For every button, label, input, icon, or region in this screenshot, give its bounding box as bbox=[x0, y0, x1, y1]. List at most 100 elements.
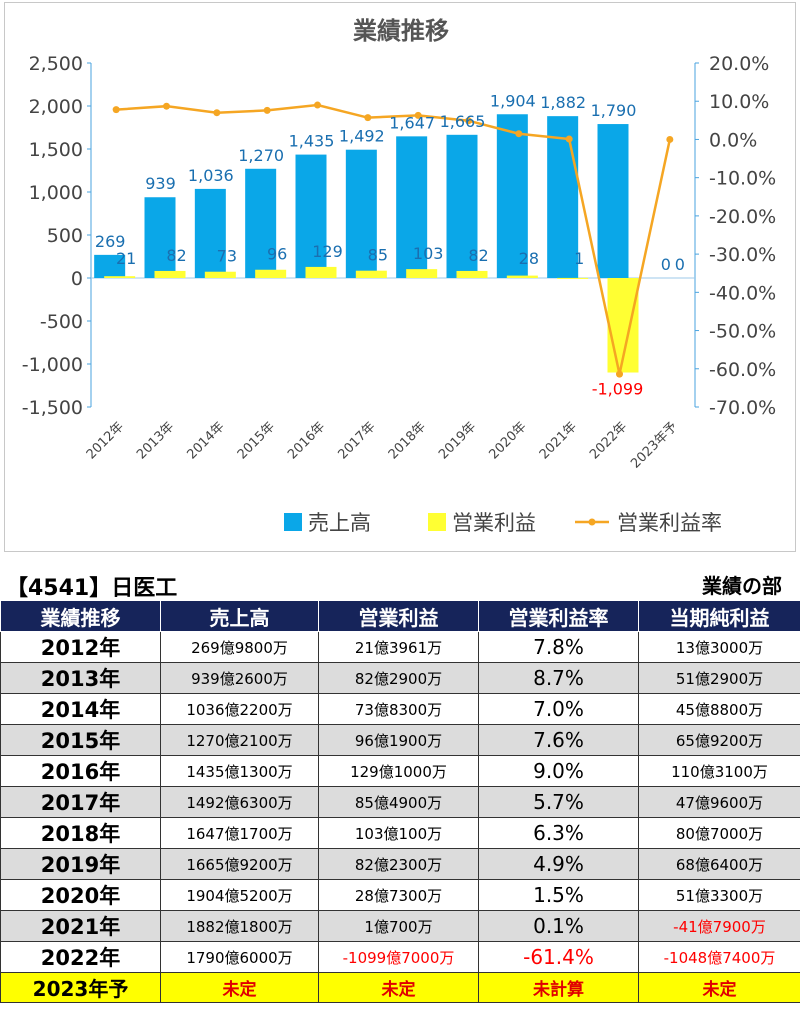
cell-year: 2019年 bbox=[0, 848, 161, 880]
operating-profit-data-label: 82 bbox=[166, 246, 186, 265]
cell-net-income: 51億3300万 bbox=[638, 879, 800, 911]
cell-revenue: 1665億9200万 bbox=[160, 848, 319, 880]
cell-operating-profit: 103億100万 bbox=[318, 817, 479, 849]
table-row: 2015年 1270億2100万 96億1900万 7.6% 65億9200万 bbox=[0, 724, 800, 756]
revenue-bar bbox=[194, 188, 226, 278]
operating-profit-data-label: 96 bbox=[267, 245, 287, 264]
cell-operating-margin: 9.0% bbox=[478, 755, 639, 787]
chart-title: 業績推移 bbox=[353, 17, 449, 45]
right-tick-label: -50.0% bbox=[709, 321, 776, 343]
table-row: 2013年 939億2600万 82億2900万 8.7% 51億2900万 bbox=[0, 662, 800, 694]
revenue-data-label: 1,036 bbox=[188, 166, 234, 185]
table-row: 2018年 1647億1700万 103億100万 6.3% 80億7000万 bbox=[0, 817, 800, 849]
table-row: 2017年 1492億6300万 85億4900万 5.7% 47億9600万 bbox=[0, 786, 800, 818]
cell-year: 2012年 bbox=[0, 631, 161, 663]
cell-operating-profit: 129億1000万 bbox=[318, 755, 479, 787]
cell-year: 2020年 bbox=[0, 879, 161, 911]
cell-revenue: 未定 bbox=[160, 972, 319, 1003]
cell-revenue: 1435億1300万 bbox=[160, 755, 319, 787]
revenue-bar bbox=[245, 168, 277, 278]
revenue-data-label: 1,665 bbox=[440, 112, 486, 131]
revenue-data-label: 269 bbox=[95, 232, 126, 251]
left-tick-label: 0 bbox=[71, 268, 83, 290]
header-net-income: 当期純利益 bbox=[638, 600, 800, 632]
table-row: 2016年 1435億1300万 129億1000万 9.0% 110億3100万 bbox=[0, 755, 800, 787]
revenue-bar bbox=[446, 134, 478, 278]
right-tick-label: -70.0% bbox=[709, 397, 776, 419]
header-operating-margin: 営業利益率 bbox=[478, 600, 639, 632]
operating-profit-bar bbox=[456, 270, 488, 278]
cell-operating-margin: 7.6% bbox=[478, 724, 639, 756]
header-operating-profit: 営業利益 bbox=[318, 600, 479, 632]
cell-year: 2022年 bbox=[0, 941, 161, 973]
operating-profit-data-label: 82 bbox=[468, 246, 488, 265]
legend-operating-margin-label: 営業利益率 bbox=[617, 511, 722, 535]
operating-profit-bar bbox=[104, 276, 136, 278]
operating-profit-bar bbox=[557, 277, 589, 279]
category-label: 2017年 bbox=[335, 419, 378, 462]
cell-net-income: -41億7900万 bbox=[638, 910, 800, 942]
right-tick-label: -10.0% bbox=[709, 168, 776, 190]
cell-year: 2021年 bbox=[0, 910, 161, 942]
cell-net-income: 65億9200万 bbox=[638, 724, 800, 756]
left-tick-label: 2,000 bbox=[29, 96, 83, 118]
operating-margin-point bbox=[666, 135, 674, 143]
operating-profit-data-label: 73 bbox=[217, 247, 237, 266]
cell-operating-profit: 28億7300万 bbox=[318, 879, 479, 911]
cell-operating-profit: 96億1900万 bbox=[318, 724, 479, 756]
left-tick-label: -1,500 bbox=[22, 397, 83, 419]
category-label: 2020年 bbox=[486, 419, 529, 462]
left-tick-label: -1,000 bbox=[22, 354, 83, 376]
category-label: 2021年 bbox=[537, 419, 580, 462]
cell-net-income: 未定 bbox=[638, 972, 800, 1003]
right-tick-label: 0.0% bbox=[709, 129, 757, 151]
operating-profit-bar bbox=[355, 270, 387, 278]
category-label: 2023年予 bbox=[628, 419, 680, 471]
right-tick-label: -60.0% bbox=[709, 359, 776, 381]
operating-profit-bar bbox=[204, 271, 236, 278]
left-tick-label: 2,500 bbox=[29, 53, 83, 75]
cell-net-income: 110億3100万 bbox=[638, 755, 800, 787]
category-label: 2012年 bbox=[84, 419, 127, 462]
performance-chart: 業績推移 2,500 2,000 1,500 1,000 500 0 -500 -1,000 -1… bbox=[22, 17, 776, 535]
left-tick-label: -500 bbox=[40, 311, 83, 333]
right-tick-label: -20.0% bbox=[709, 206, 776, 228]
operating-profit-bar bbox=[255, 269, 287, 278]
cell-net-income: 45億8800万 bbox=[638, 693, 800, 725]
legend-revenue-swatch bbox=[284, 513, 302, 531]
cell-operating-margin: 4.9% bbox=[478, 848, 639, 880]
operating-margin-point bbox=[565, 135, 573, 143]
operating-margin-point bbox=[213, 109, 221, 117]
operating-margin-line bbox=[116, 103, 672, 375]
category-label: 2019年 bbox=[436, 419, 479, 462]
operating-profit-data-label: 21 bbox=[116, 249, 136, 268]
operating-margin-point bbox=[364, 114, 372, 122]
cell-revenue: 269億9800万 bbox=[160, 631, 319, 663]
operating-profit-bar bbox=[305, 266, 337, 278]
category-label: 2015年 bbox=[235, 419, 278, 462]
table-row: 2014年 1036億2200万 73億8300万 7.0% 45億8800万 bbox=[0, 693, 800, 725]
right-tick-label: -40.0% bbox=[709, 282, 776, 304]
revenue-data-label: 1,790 bbox=[591, 101, 637, 120]
table-row: 2019年 1665億9200万 82億2300万 4.9% 68億6400万 bbox=[0, 848, 800, 880]
header-revenue: 売上高 bbox=[160, 600, 319, 632]
operating-profit-data-label: 1 bbox=[574, 249, 584, 268]
operating-profit-data-label: 85 bbox=[368, 246, 388, 265]
operating-profit-data-label: -1,099 bbox=[592, 380, 644, 399]
cell-operating-profit: 未定 bbox=[318, 972, 479, 1003]
results-table: 業績推移 売上高 営業利益 営業利益率 当期純利益 2012年 269億9800万… bbox=[0, 600, 800, 1003]
cell-operating-profit: 73億8300万 bbox=[318, 693, 479, 725]
operating-profit-data-label: 103 bbox=[413, 244, 444, 263]
revenue-data-label: 1,492 bbox=[339, 127, 385, 146]
revenue-data-label: 1,882 bbox=[540, 93, 586, 112]
table-row: 2022年 1790億6000万 -1099億7000万 -61.4% -1048億74… bbox=[0, 941, 800, 973]
revenue-data-label: 1,904 bbox=[490, 91, 536, 110]
cell-revenue: 1270億2100万 bbox=[160, 724, 319, 756]
right-tick-label: -30.0% bbox=[709, 244, 776, 266]
operating-margin-point bbox=[163, 102, 170, 110]
table-header-row: 業績推移 売上高 営業利益 営業利益率 当期純利益 bbox=[0, 600, 800, 632]
revenue-data-label: 1,647 bbox=[389, 113, 435, 132]
cell-revenue: 1647億1700万 bbox=[160, 817, 319, 849]
cell-operating-profit: -1099億7000万 bbox=[318, 941, 479, 973]
left-tick-label: 1,500 bbox=[29, 139, 83, 161]
